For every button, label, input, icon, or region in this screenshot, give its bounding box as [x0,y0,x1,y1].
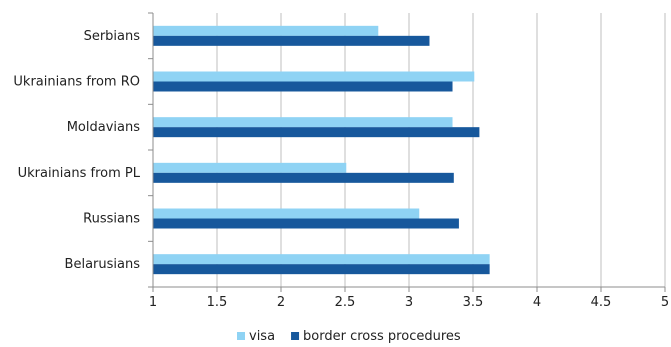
category-label: Moldavians [67,120,141,135]
bar-border-cross-procedures [153,127,480,138]
bar-border-cross-procedures [153,172,454,183]
legend-swatch [237,332,245,340]
legend-swatch [291,332,300,340]
bars [153,25,490,275]
bar-visa [153,208,420,219]
legend-label: border cross procedures [303,329,461,344]
x-tick-label: 1 [149,295,157,310]
category-labels: Serbians Ukrainians from RO Moldavians Ukra… [13,29,140,272]
bar-border-cross-procedures [153,35,430,46]
category-label: Ukrainians from RO [13,75,140,90]
x-tick-label: 4.5 [591,295,612,310]
axes [148,12,666,292]
bar-visa [153,71,475,82]
category-label: Belarusians [65,257,141,272]
x-tick-label: 5 [661,295,669,310]
bar-visa [153,117,453,128]
x-tick-label: 3 [405,295,413,310]
category-label: Ukrainians from PL [18,166,141,181]
bar-border-cross-procedures [153,264,490,275]
bar-visa [153,25,379,36]
x-tick-label: 4 [533,295,541,310]
gridlines [216,13,666,287]
legend: visa border cross procedures [237,329,461,344]
bar-border-cross-procedures [153,81,453,92]
category-label: Russians [83,212,140,227]
bar-visa [153,254,490,265]
bar-visa [153,162,347,173]
legend-label: visa [249,329,275,344]
bar-border-cross-procedures [153,218,459,229]
tick-labels: 1 1.5 2 2.5 3 3.5 4 4.5 5 [149,295,669,310]
x-tick-label: 2 [277,295,285,310]
x-tick-label: 1.5 [207,295,228,310]
x-tick-label: 3.5 [463,295,484,310]
x-tick-label: 2.5 [335,295,356,310]
category-label: Serbians [84,29,141,44]
